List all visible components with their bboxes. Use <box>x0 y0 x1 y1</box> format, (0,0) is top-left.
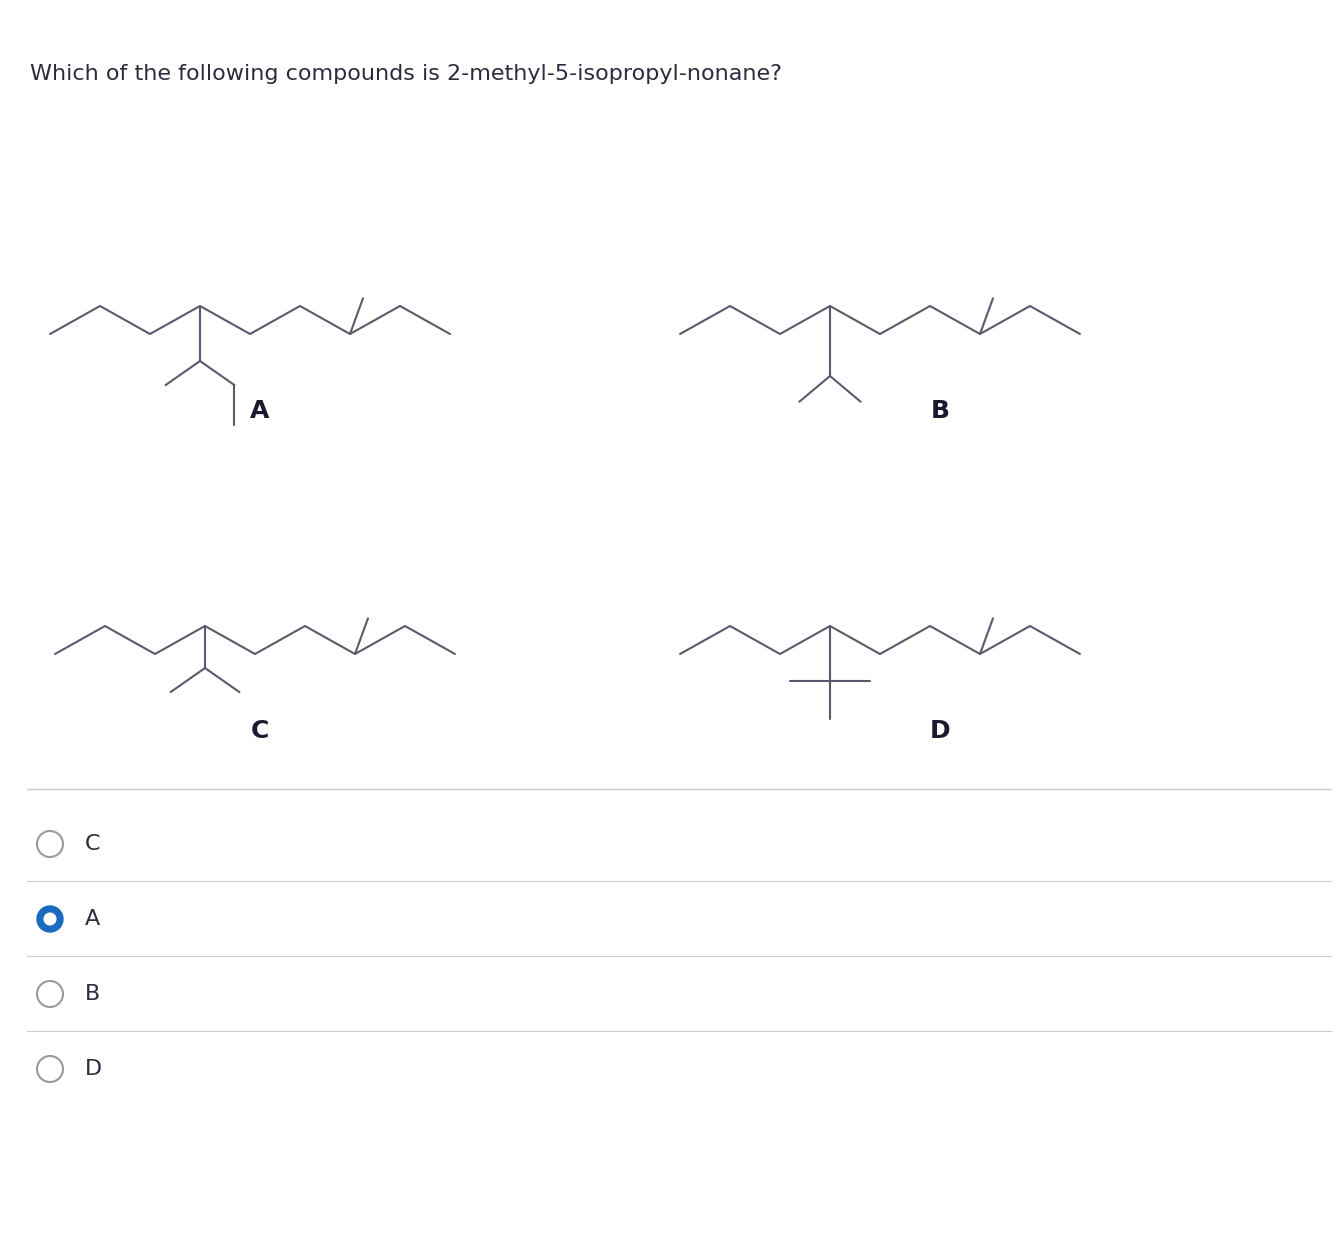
Text: B: B <box>930 399 949 423</box>
Text: B: B <box>85 984 101 1004</box>
Text: D: D <box>85 1058 102 1078</box>
Circle shape <box>38 905 63 932</box>
Circle shape <box>44 913 56 925</box>
Text: D: D <box>930 719 950 744</box>
Text: A: A <box>85 909 101 929</box>
Text: Which of the following compounds is 2-methyl-5-isopropyl-nonane?: Which of the following compounds is 2-me… <box>30 64 782 84</box>
Text: C: C <box>85 834 101 854</box>
Text: C: C <box>251 719 269 744</box>
Text: A: A <box>250 399 270 423</box>
